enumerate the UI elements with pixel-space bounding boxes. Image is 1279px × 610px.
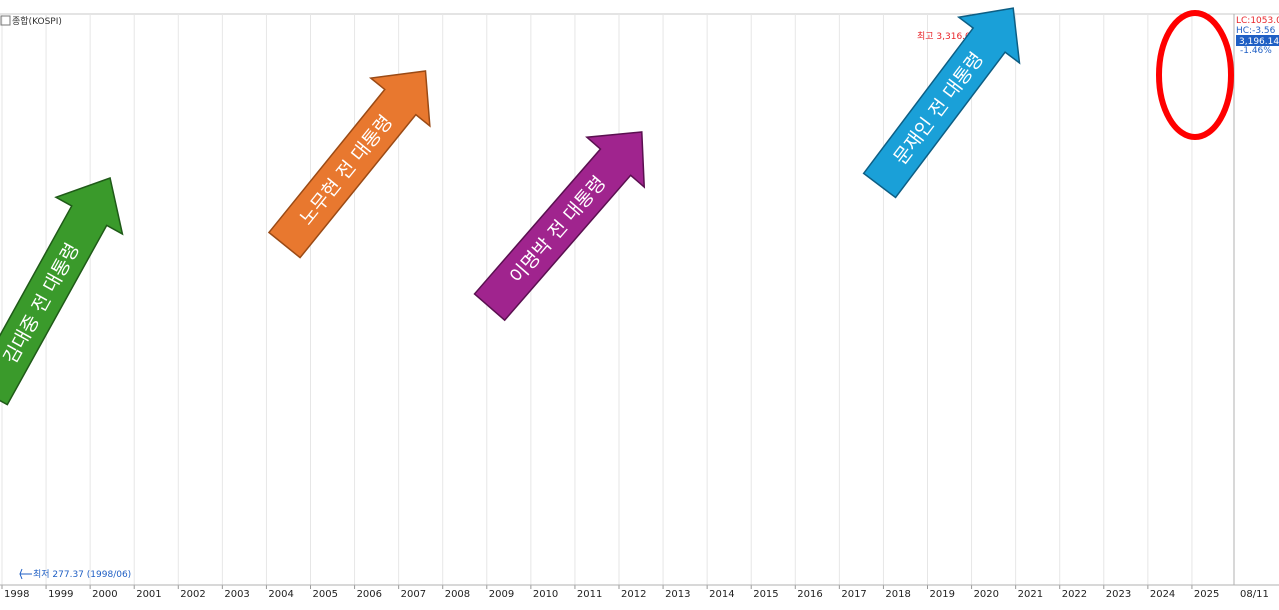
arrow-moon-jaein-shape (862, 7, 1021, 199)
right-price-labels: LC:1053.02 HC:-3.56 3,196.14 -1.46% (1236, 16, 1279, 56)
high-marker: 최고 3,316.08 (917, 31, 977, 42)
last-price-label: 3,196.14 (1239, 37, 1279, 47)
hc-label: HC:-3.56 (1236, 26, 1276, 36)
chart-title: 종합(KOSPI) (12, 16, 62, 27)
x-tick-label: 2015 (753, 589, 778, 600)
x-tick-label: 2020 (974, 589, 999, 600)
high-marker-label: 최고 3,316.08 (917, 31, 977, 42)
x-tick-label: 2024 (1150, 589, 1175, 600)
x-tick-label: 2021 (1018, 589, 1043, 600)
x-tick-label: 2011 (577, 589, 602, 600)
x-tick-label: 2009 (489, 589, 514, 600)
arrow-kim-daejung-shape (0, 177, 124, 406)
x-tick-label: 2019 (930, 589, 955, 600)
x-tick-label: 2014 (709, 589, 734, 600)
x-gridlines (1, 14, 1193, 589)
x-tick-label: 2013 (665, 589, 690, 600)
low-marker: 최저 277.37 (1998/06) (19, 568, 131, 580)
x-tick-label: 2012 (621, 589, 646, 600)
lc-label: LC:1053.02 (1236, 16, 1279, 26)
x-tick-label: 2022 (1062, 589, 1087, 600)
change-label: -1.46% (1240, 46, 1272, 56)
x-axis-tick-labels: 1998 1999 2000 2001 2002 2003 2004 2005 2006 2007… (4, 589, 1269, 600)
chart-title-box[interactable]: 종합(KOSPI) (0, 15, 62, 27)
x-tick-label: 2017 (841, 589, 866, 600)
x-tick-label: 2007 (401, 589, 426, 600)
x-tick-label: 2018 (885, 589, 910, 600)
title-toggle-icon[interactable] (0, 15, 11, 26)
x-extra-label: 08/11 (1240, 589, 1269, 600)
x-tick-label: 1999 (48, 589, 73, 600)
last-price-box (1236, 35, 1279, 46)
x-tick-label: 2004 (268, 589, 293, 600)
x-tick-label: 2005 (313, 589, 338, 600)
x-tick-label: 2010 (533, 589, 558, 600)
low-marker-label: 최저 277.37 (1998/06) (33, 569, 131, 580)
x-tick-label: 2002 (180, 589, 205, 600)
x-tick-label: 2006 (357, 589, 382, 600)
x-tick-label: 2003 (224, 589, 249, 600)
x-tick-label: 2025 (1194, 589, 1219, 600)
x-tick-label: 2008 (445, 589, 470, 600)
x-tick-label: 2001 (136, 589, 161, 600)
arrow-lee-myungbak-shape (473, 131, 646, 322)
x-tick-label: 2023 (1106, 589, 1131, 600)
x-tick-label: 2000 (92, 589, 117, 600)
x-tick-label: 2016 (797, 589, 822, 600)
arrow-roh-moohyun-shape (267, 70, 431, 259)
highlight-ellipse (1156, 10, 1234, 140)
x-tick-label: 1998 (4, 589, 29, 600)
